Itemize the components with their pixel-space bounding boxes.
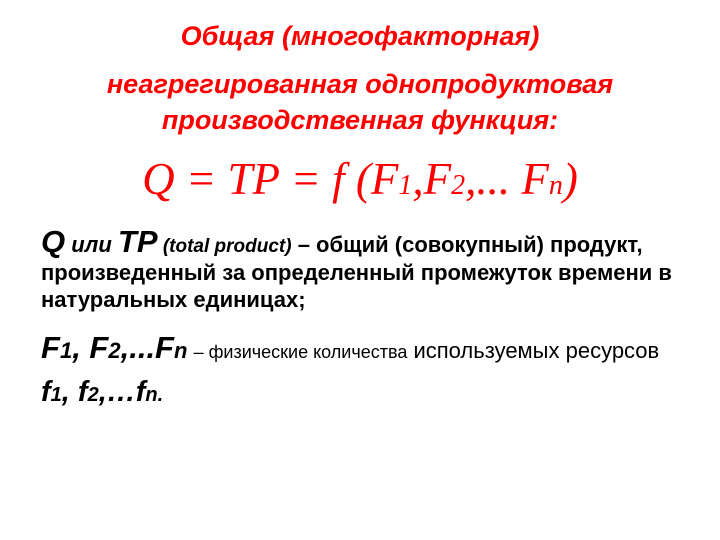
para2-c1: , F (72, 330, 108, 365)
para2-ls2: 2 (88, 384, 99, 406)
para2-c2: ,...F (121, 330, 174, 365)
formula-close: ) (563, 154, 578, 204)
formula-Q: Q (142, 154, 175, 204)
para2-ls1: 1 (51, 384, 62, 406)
para2-s2: 2 (108, 338, 120, 363)
paragraph-2: F1, F2,...Fn – физические количества исп… (35, 326, 685, 413)
formula-c1: ,F (412, 154, 451, 204)
para1-paren: (total product) (158, 236, 292, 257)
para1-ili: или (65, 232, 118, 257)
para2-mid: используемых ресурсов (407, 338, 659, 363)
para2-lc1: , f (62, 376, 88, 408)
para2-f1: f (41, 376, 51, 408)
para1-Q: Q (41, 224, 65, 259)
title-line-1: Общая (многофакторная) (35, 18, 685, 56)
title-block: Общая (многофакторная) неагрегированная … (35, 18, 685, 139)
para2-sn: n (174, 338, 187, 363)
formula-eq1: = (175, 154, 228, 204)
formula-TP: TP (228, 154, 280, 204)
para1-TP: TP (118, 224, 158, 259)
para2-dash: – физические количества (194, 342, 408, 362)
formula-dots: ,... F (465, 154, 549, 204)
para2-s1: 1 (60, 338, 72, 363)
title-line-2: неагрегированная однопродуктовая произво… (35, 66, 685, 139)
para2-lc2: ,…f (99, 376, 146, 408)
para2-dot: . (158, 384, 164, 406)
formula-eq2: = (279, 154, 332, 204)
formula-f: f (F (332, 154, 398, 204)
formula-sub2: 2 (451, 170, 465, 201)
formula-sub1: 1 (398, 170, 412, 201)
para2-lsn: n (145, 384, 157, 406)
paragraph-1: Q или TP (total product) – общий (совоку… (35, 223, 685, 314)
formula-subn: n (549, 170, 563, 201)
formula: Q = TP = f (F1,F2,... Fn) (35, 153, 685, 205)
para2-F1: F (41, 330, 60, 365)
